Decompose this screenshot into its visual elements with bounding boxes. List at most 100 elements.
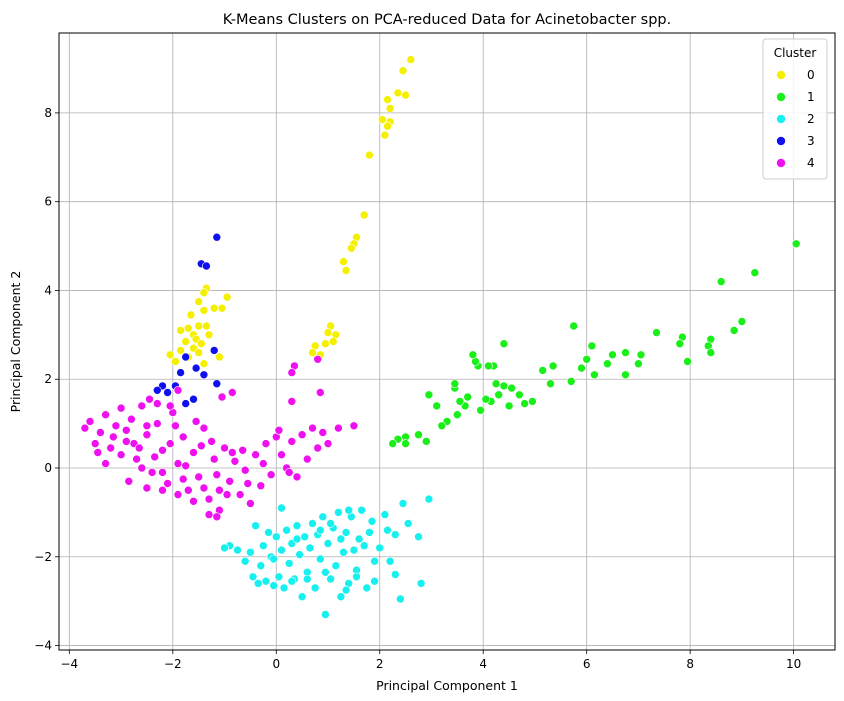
data-point-cluster-4 bbox=[323, 439, 333, 448]
data-point-cluster-1 bbox=[569, 321, 579, 331]
data-point-cluster-4 bbox=[122, 437, 131, 446]
data-point-cluster-2 bbox=[375, 543, 385, 553]
legend-label: 2 bbox=[807, 112, 815, 126]
data-point-cluster-2 bbox=[300, 532, 310, 542]
data-point-cluster-1 bbox=[582, 354, 592, 364]
data-point-cluster-2 bbox=[354, 534, 364, 544]
data-point-cluster-2 bbox=[326, 574, 335, 584]
data-point-cluster-4 bbox=[230, 456, 240, 466]
y-tick-label: 0 bbox=[44, 461, 52, 475]
data-point-cluster-4 bbox=[132, 454, 141, 464]
data-point-cluster-0 bbox=[194, 321, 203, 331]
data-point-cluster-2 bbox=[403, 519, 413, 528]
data-point-cluster-4 bbox=[191, 417, 201, 426]
data-point-cluster-2 bbox=[370, 556, 379, 566]
data-point-cluster-4 bbox=[173, 490, 183, 499]
data-point-cluster-4 bbox=[165, 439, 175, 448]
x-tick-label: 0 bbox=[272, 657, 280, 671]
data-point-cluster-4 bbox=[153, 419, 162, 428]
data-point-cluster-2 bbox=[414, 532, 423, 542]
data-point-cluster-4 bbox=[80, 423, 90, 433]
data-point-cluster-4 bbox=[93, 448, 103, 457]
data-point-cluster-4 bbox=[334, 423, 343, 433]
data-point-cluster-4 bbox=[235, 490, 245, 499]
data-point-cluster-0 bbox=[199, 288, 209, 298]
data-point-cluster-4 bbox=[261, 439, 271, 448]
data-point-cluster-3 bbox=[163, 388, 172, 397]
data-point-cluster-2 bbox=[424, 494, 434, 504]
data-point-cluster-2 bbox=[274, 572, 284, 582]
data-point-cluster-4 bbox=[215, 485, 224, 495]
data-point-cluster-1 bbox=[476, 405, 485, 415]
y-axis-ticks: −4 −2 0 2 4 6 8 bbox=[34, 106, 59, 653]
data-point-cluster-2 bbox=[269, 581, 279, 590]
data-point-cluster-2 bbox=[344, 505, 354, 515]
data-point-cluster-1 bbox=[590, 370, 599, 380]
data-point-cluster-2 bbox=[264, 528, 273, 537]
data-point-cluster-2 bbox=[341, 585, 351, 595]
x-tick-label: 6 bbox=[583, 657, 591, 671]
grid-lines bbox=[59, 33, 835, 650]
data-point-cluster-4 bbox=[163, 479, 172, 488]
data-point-cluster-3 bbox=[191, 363, 201, 373]
data-point-cluster-0 bbox=[393, 88, 403, 98]
data-point-cluster-1 bbox=[499, 339, 509, 349]
data-point-cluster-4 bbox=[274, 425, 284, 435]
data-point-cluster-4 bbox=[142, 483, 152, 493]
data-point-cluster-4 bbox=[284, 468, 294, 477]
data-point-cluster-2 bbox=[248, 572, 258, 582]
data-point-cluster-2 bbox=[365, 528, 374, 537]
data-point-cluster-4 bbox=[127, 414, 136, 424]
data-point-cluster-4 bbox=[142, 430, 152, 440]
data-point-cluster-2 bbox=[284, 559, 294, 568]
data-point-cluster-0 bbox=[365, 150, 374, 160]
data-points bbox=[80, 55, 801, 619]
data-point-cluster-0 bbox=[209, 303, 219, 313]
data-point-cluster-4 bbox=[287, 368, 297, 377]
legend: Cluster 0 1 2 3 4 bbox=[762, 38, 828, 180]
legend-marker-4 bbox=[776, 158, 786, 168]
data-point-cluster-0 bbox=[222, 292, 232, 302]
legend-marker-3 bbox=[776, 136, 786, 146]
data-point-cluster-4 bbox=[153, 399, 162, 408]
data-point-cluster-1 bbox=[437, 421, 447, 431]
data-point-cluster-1 bbox=[577, 363, 586, 373]
data-point-cluster-0 bbox=[359, 210, 369, 220]
data-point-cluster-4 bbox=[243, 479, 253, 488]
data-point-cluster-2 bbox=[240, 556, 250, 566]
data-point-cluster-0 bbox=[171, 357, 180, 366]
data-point-cluster-1 bbox=[737, 317, 747, 326]
data-point-cluster-2 bbox=[302, 574, 312, 584]
data-point-cluster-2 bbox=[305, 543, 315, 553]
data-point-cluster-1 bbox=[414, 430, 423, 440]
data-point-cluster-0 bbox=[401, 90, 410, 100]
data-point-cluster-4 bbox=[349, 421, 359, 431]
data-point-cluster-4 bbox=[287, 397, 297, 406]
data-point-cluster-3 bbox=[209, 346, 219, 355]
data-point-cluster-0 bbox=[202, 321, 211, 331]
data-point-cluster-4 bbox=[111, 421, 121, 431]
data-point-cluster-2 bbox=[321, 610, 330, 619]
data-point-cluster-2 bbox=[331, 561, 341, 571]
data-point-cluster-2 bbox=[396, 594, 405, 604]
data-point-cluster-4 bbox=[313, 354, 323, 364]
data-point-cluster-0 bbox=[217, 303, 227, 313]
x-axis-label: Principal Component 1 bbox=[376, 678, 518, 693]
data-point-cluster-4 bbox=[207, 437, 216, 446]
data-point-cluster-2 bbox=[318, 512, 328, 522]
data-point-cluster-1 bbox=[716, 277, 726, 286]
data-point-cluster-4 bbox=[315, 388, 325, 397]
data-point-cluster-4 bbox=[251, 450, 260, 460]
data-point-cluster-4 bbox=[199, 423, 209, 433]
data-point-cluster-2 bbox=[220, 543, 229, 553]
data-point-cluster-2 bbox=[370, 576, 379, 586]
data-point-cluster-4 bbox=[85, 417, 95, 426]
x-tick-label: −2 bbox=[164, 657, 182, 671]
data-point-cluster-4 bbox=[238, 445, 247, 455]
x-tick-label: 2 bbox=[376, 657, 384, 671]
data-point-cluster-0 bbox=[194, 297, 203, 306]
data-point-cluster-1 bbox=[515, 390, 524, 400]
data-point-cluster-2 bbox=[339, 547, 348, 557]
data-point-cluster-1 bbox=[481, 394, 491, 404]
